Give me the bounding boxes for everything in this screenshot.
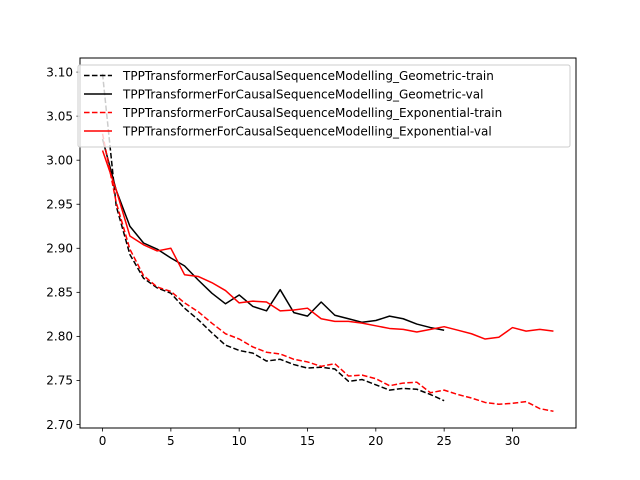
- series-line-0: [101, 73, 445, 402]
- legend-label-3: TPPTransformerForCausalSequenceModelling…: [122, 124, 492, 138]
- x-tick-label-3: 15: [300, 434, 315, 448]
- x-tick-label-5: 25: [437, 434, 452, 448]
- x-tick-label-1: 5: [167, 434, 175, 448]
- y-axis: 2.70 2.75 2.80 2.85 2.90 2.95 3.00 3.05 3.10: [46, 65, 80, 432]
- legend-label-1: TPPTransformerForCausalSequenceModelling…: [122, 87, 483, 101]
- x-tick-label-0: 0: [99, 434, 107, 448]
- legend: TPPTransformerForCausalSequenceModelling…: [77, 64, 571, 148]
- y-tick-label-4: 2.90: [46, 242, 73, 256]
- x-tick-label-6: 30: [505, 434, 520, 448]
- legend-label-2: TPPTransformerForCausalSequenceModelling…: [122, 106, 502, 120]
- y-tick-label-2: 2.80: [46, 330, 73, 344]
- y-tick-label-3: 2.85: [46, 286, 73, 300]
- legend-label-0: TPPTransformerForCausalSequenceModelling…: [122, 69, 494, 83]
- y-tick-label-7: 3.05: [46, 109, 73, 123]
- y-tick-label-0: 2.70: [46, 418, 73, 432]
- y-tick-label-1: 2.75: [46, 374, 73, 388]
- x-axis: 0 5 10 15 20 25 30: [99, 428, 520, 448]
- y-tick-label-5: 2.95: [46, 198, 73, 212]
- y-tick-label-6: 3.00: [46, 153, 73, 167]
- x-tick-label-4: 20: [368, 434, 383, 448]
- series-line-3: [101, 150, 554, 340]
- series-line-2: [101, 133, 554, 412]
- y-tick-label-8: 3.10: [46, 65, 73, 79]
- plot-frame: [79, 57, 577, 429]
- series-layer: [101, 73, 554, 412]
- x-tick-label-2: 10: [232, 434, 247, 448]
- legend-box: [77, 64, 571, 148]
